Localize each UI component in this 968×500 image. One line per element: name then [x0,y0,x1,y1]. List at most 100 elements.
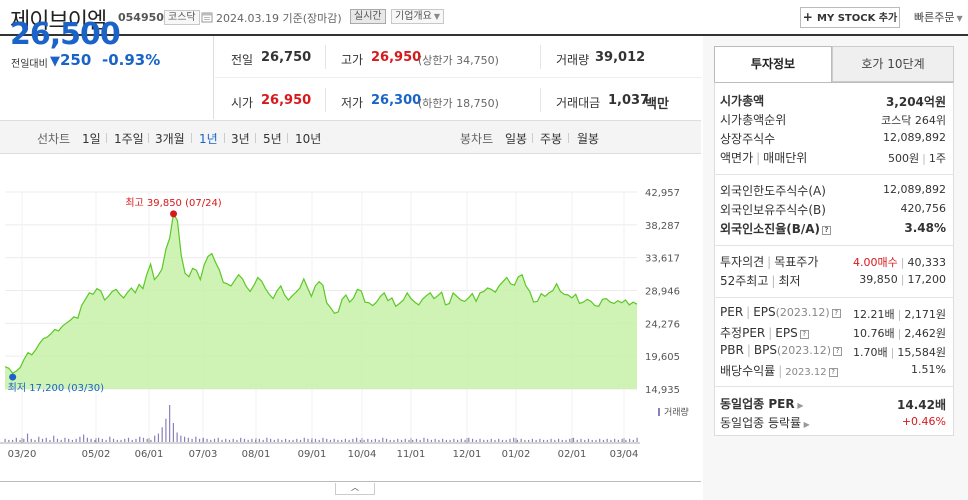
market-cap-rank-label: 시가총액순위 [720,113,787,127]
sector-per-value: 14.42배 [897,398,946,412]
week52-low-text: 최저 [778,274,801,288]
volume-bar [45,437,47,442]
trade-unit-text: 매매단위 [763,151,808,165]
help-icon[interactable]: ? [822,226,832,235]
period-3m[interactable]: 3개월 [155,132,185,146]
price-chart[interactable]: 42,957 38,287 33,617 28,946 24,276 19,605 14,9… [0,155,701,481]
week52-high-text: 52주최고 [720,274,769,288]
help-icon[interactable]: ? [828,368,838,377]
help-icon[interactable]: ? [833,347,843,356]
volume-bar [4,438,6,442]
volume-bar [348,439,350,442]
par-value-text: 액면가 [720,151,754,165]
candle-monthly[interactable]: 월봉 [577,132,600,146]
sector-change-value: +0.46% [901,415,946,428]
volume-bar [427,438,429,442]
foreign-limit-value: 12,089,892 [883,183,946,196]
volume-bar [195,436,197,442]
volume-bar [632,439,634,442]
y-tick-label: 24,276 [645,319,680,330]
y-tick-label: 19,605 [645,352,680,363]
volume-bar [554,439,556,442]
volume-bar [176,432,178,442]
volume-bar [101,438,103,442]
volume-bar [154,435,156,442]
price-change-value: 250 [60,51,92,69]
period-10y[interactable]: 10년 [295,132,322,146]
volume-bar [71,439,74,442]
volume-bar [629,438,631,442]
volume-bar [303,437,305,442]
volume-bar [79,436,81,442]
period-3y[interactable]: 3년 [231,132,250,146]
volume-bar [412,439,414,442]
volume-bar [587,438,590,442]
sector-per-label[interactable]: 동일업종 PER ▶ [720,395,804,412]
x-tick-label: 03/04 [610,449,639,460]
volume-bar [430,439,433,442]
volume-bar [505,439,507,442]
sector-change-label[interactable]: 동일업종 등락률 ▶ [720,414,810,431]
period-1d[interactable]: 1일 [82,132,101,146]
volume-bar [206,438,208,442]
bps-amount: 15,584원 [897,346,946,359]
arrow-right-icon: ▶ [801,420,810,429]
volume-bar [23,438,25,442]
company-overview-label: 기업개요 [395,11,432,22]
period-separator [191,133,192,143]
tab-order-book[interactable]: 호가 10단계 [832,46,954,82]
volume-bar [449,439,451,442]
add-my-stock-button[interactable]: + MY STOCK 추가 [800,7,900,28]
volume-bar [557,438,560,442]
realtime-button[interactable]: 실시간 [350,9,386,24]
volume-bar [116,439,118,442]
volume-bar [180,435,182,442]
quick-order-link[interactable]: 빠른주문 ▼ [914,9,963,25]
volume-bar [38,436,40,442]
volume-bar [60,439,62,442]
volume-bar [150,439,152,442]
volume-bar [198,438,201,442]
change-rate: -0.93% [102,51,161,69]
price-line [4,212,638,374]
prev-close-value: 26,750 [261,50,312,65]
period-5y[interactable]: 5년 [263,132,282,146]
upper-limit: (상한가 34,750) [418,54,499,67]
volume-bar [404,438,406,442]
help-icon[interactable]: ? [799,330,809,339]
volume-legend-swatch [658,408,660,416]
volume-bar [543,439,545,442]
listed-shares-value: 12,089,892 [883,131,946,144]
volume-bar [262,439,264,442]
chart-annotations: 최고 39,850 (07/24) 최저 17,200 (03/30) [8,197,222,394]
par-value-value: 500원 | 1주 [888,152,946,165]
y-axis: 42,957 38,287 33,617 28,946 24,276 19,605 14,9… [645,188,680,396]
volume-bar [281,439,283,442]
volume-bars: 거래량 [4,405,689,442]
price-summary [0,36,214,119]
period-1w[interactable]: 1주일 [114,132,144,146]
tab-investment-info[interactable]: 투자정보 [714,46,832,82]
prev-close-label: 전일 [231,53,254,67]
collapse-chart-button[interactable]: ︿ [335,483,375,495]
volume-bar [172,422,174,442]
volume-bar [378,439,380,442]
add-my-stock-label: MY STOCK 추가 [817,13,898,24]
volume-bar [146,438,148,442]
help-icon[interactable]: ? [831,309,841,318]
candle-daily[interactable]: 일봉 [505,132,528,146]
volume-bar [26,433,29,442]
pbr-bps-value: 1.70배 | 15,584원 [853,346,946,359]
change-label: 전일대비 [11,59,48,70]
sector-change-text: 동일업종 등락률 [720,416,802,430]
x-tick-label: 02/01 [558,449,587,460]
per-eps-label: PER | EPS(2023.12)? [720,305,841,319]
company-overview-dropdown[interactable]: 기업개요 ▼ [391,9,444,24]
volume-bar [277,438,279,442]
volume-value: 39,012 [595,50,646,65]
foreign-exhaustion-text: 외국인소진율(B/A) [720,222,821,236]
candle-weekly[interactable]: 주봉 [540,132,563,146]
volume-bar [520,438,522,442]
period-1y[interactable]: 1년 [199,132,218,146]
volume-bar [584,439,586,442]
